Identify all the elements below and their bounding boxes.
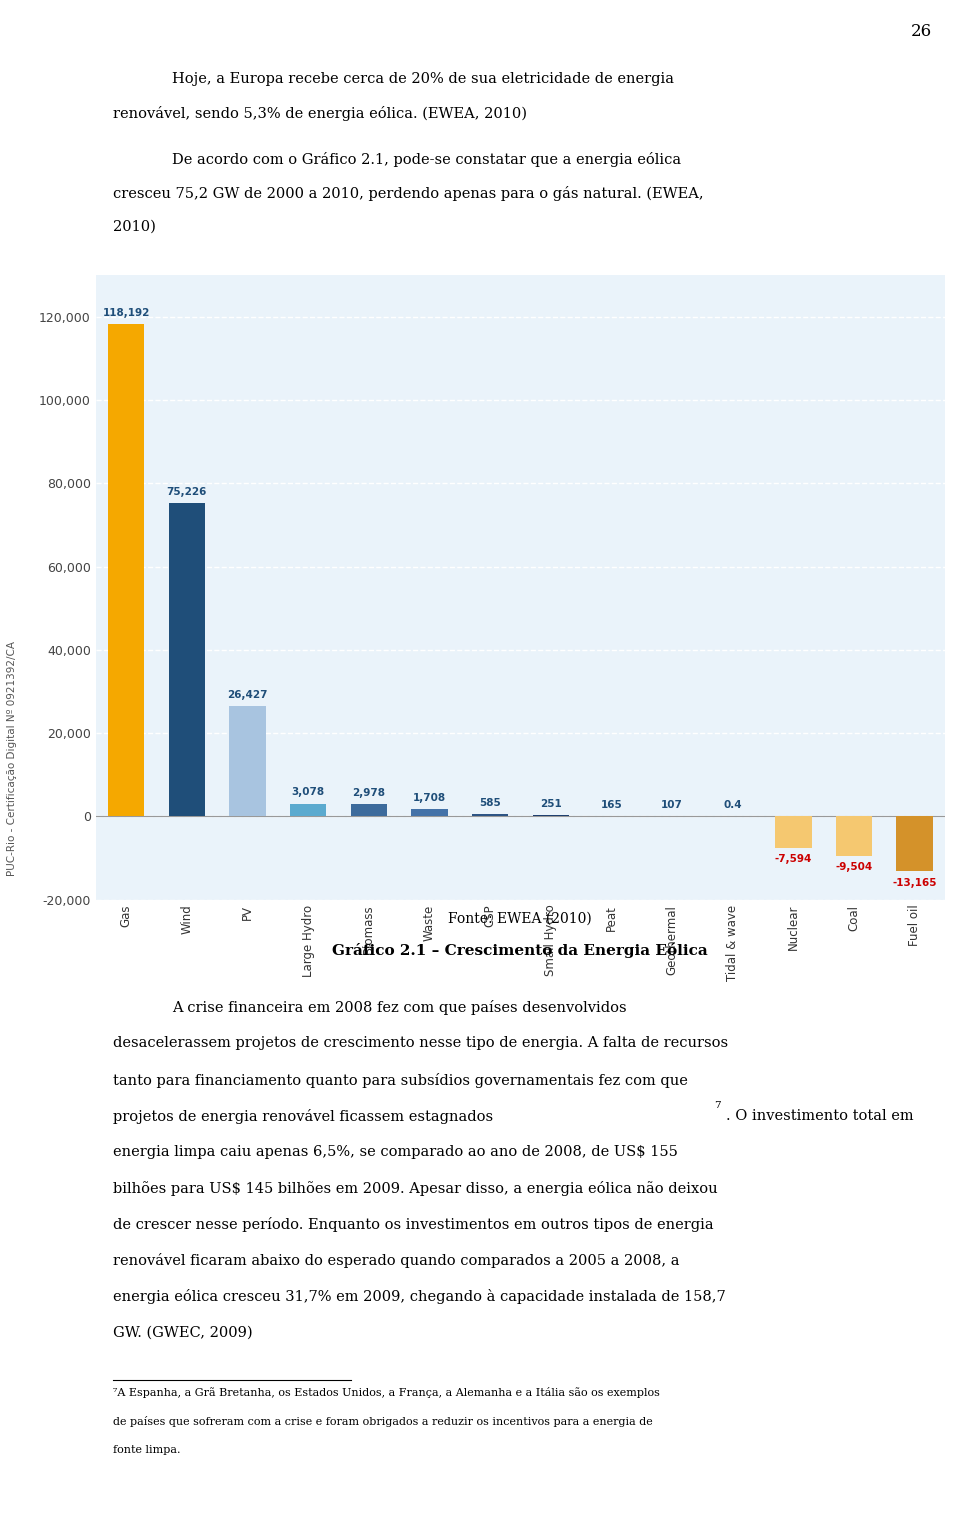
Text: de crescer nesse período. Enquanto os investimentos em outros tipos de energia: de crescer nesse período. Enquanto os in… [112, 1217, 713, 1232]
Bar [836, 816, 873, 856]
Text: renovável ficaram abaixo do esperado quando comparados a 2005 a 2008, a: renovável ficaram abaixo do esperado qua… [112, 1253, 680, 1268]
Text: tanto para financiamento quanto para subsídios governamentais fez com que: tanto para financiamento quanto para sub… [112, 1073, 687, 1088]
Bar [411, 810, 447, 816]
Text: 251: 251 [540, 799, 562, 809]
Bar [471, 815, 508, 816]
Bar [229, 707, 266, 816]
Text: PUC-Rio - Certificação Digital Nº 0921392/CA: PUC-Rio - Certificação Digital Nº 092139… [8, 642, 17, 875]
Text: Gráfico 2.1 – Crescimento da Energia Eólica: Gráfico 2.1 – Crescimento da Energia Eól… [332, 944, 708, 959]
Bar [350, 804, 387, 816]
Text: energia eólica cresceu 31,7% em 2009, chegando à capacidade instalada de 158,7: energia eólica cresceu 31,7% em 2009, ch… [112, 1289, 726, 1305]
Bar [108, 325, 144, 816]
Bar [169, 504, 204, 816]
Text: de países que sofreram com a crise e foram obrigados a reduzir os incentivos par: de países que sofreram com a crise e for… [112, 1415, 653, 1427]
Text: bilhões para US$ 145 bilhões em 2009. Apesar disso, a energia eólica não deixou: bilhões para US$ 145 bilhões em 2009. Ap… [112, 1182, 717, 1195]
Text: 2,978: 2,978 [352, 787, 385, 798]
Text: 1,708: 1,708 [413, 793, 446, 802]
Bar [290, 804, 326, 816]
Text: 107: 107 [661, 799, 683, 810]
Text: 26,427: 26,427 [228, 690, 268, 701]
Text: De acordo com o Gráfico 2.1, pode-se constatar que a energia eólica: De acordo com o Gráfico 2.1, pode-se con… [172, 152, 682, 167]
Text: 585: 585 [479, 798, 501, 809]
Text: GW. (GWEC, 2009): GW. (GWEC, 2009) [112, 1326, 252, 1340]
Text: Hoje, a Europa recebe cerca de 20% de sua eletricidade de energia: Hoje, a Europa recebe cerca de 20% de su… [172, 73, 674, 86]
Text: desacelerassem projetos de crescimento nesse tipo de energia. A falta de recurso: desacelerassem projetos de crescimento n… [112, 1036, 728, 1050]
Text: 26: 26 [911, 23, 932, 39]
Text: . O investimento total em: . O investimento total em [726, 1109, 914, 1123]
Bar [775, 816, 811, 848]
Text: projetos de energia renovável ficassem estagnados: projetos de energia renovável ficassem e… [112, 1109, 492, 1124]
Text: 2010): 2010) [112, 220, 156, 234]
Text: energia limpa caiu apenas 6,5%, se comparado ao ano de 2008, de US$ 155: energia limpa caiu apenas 6,5%, se compa… [112, 1145, 678, 1159]
Text: 75,226: 75,226 [166, 487, 207, 498]
Text: Fonte: EWEA (2010): Fonte: EWEA (2010) [448, 912, 592, 925]
Text: 118,192: 118,192 [103, 308, 150, 319]
Text: 0.4: 0.4 [724, 801, 742, 810]
Text: 165: 165 [601, 799, 622, 810]
Text: renovável, sendo 5,3% de energia eólica. (EWEA, 2010): renovável, sendo 5,3% de energia eólica.… [112, 106, 527, 121]
Text: fonte limpa.: fonte limpa. [112, 1444, 180, 1455]
Text: -9,504: -9,504 [835, 862, 873, 872]
Text: -13,165: -13,165 [893, 877, 937, 887]
Text: A crise financeira em 2008 fez com que países desenvolvidos: A crise financeira em 2008 fez com que p… [172, 1000, 627, 1015]
Text: -7,594: -7,594 [775, 854, 812, 865]
Text: ⁷A Espanha, a Grã Bretanha, os Estados Unidos, a França, a Alemanha e a Itália s: ⁷A Espanha, a Grã Bretanha, os Estados U… [112, 1387, 660, 1399]
Bar [897, 816, 933, 871]
Text: 3,078: 3,078 [292, 787, 324, 798]
Text: cresceu 75,2 GW de 2000 a 2010, perdendo apenas para o gás natural. (EWEA,: cresceu 75,2 GW de 2000 a 2010, perdendo… [112, 185, 704, 200]
Text: 7: 7 [714, 1101, 721, 1110]
